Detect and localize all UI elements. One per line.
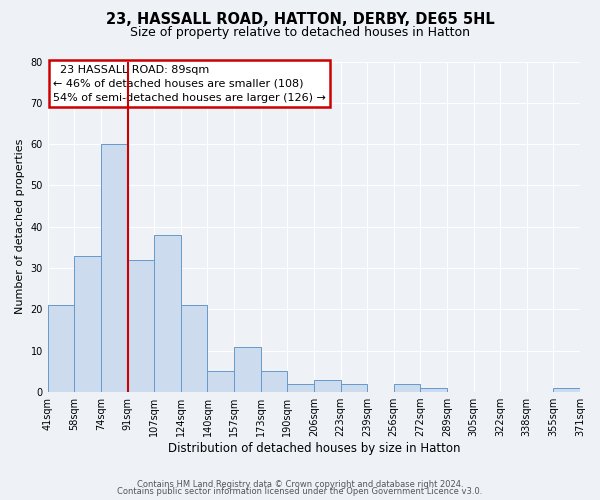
Bar <box>48 306 74 392</box>
Bar <box>74 256 101 392</box>
Bar <box>341 384 367 392</box>
Text: Contains HM Land Registry data © Crown copyright and database right 2024.: Contains HM Land Registry data © Crown c… <box>137 480 463 489</box>
Bar <box>287 384 314 392</box>
Bar <box>181 306 208 392</box>
Text: Size of property relative to detached houses in Hatton: Size of property relative to detached ho… <box>130 26 470 39</box>
Bar <box>154 235 181 392</box>
Bar <box>101 144 128 392</box>
Bar <box>314 380 341 392</box>
X-axis label: Distribution of detached houses by size in Hatton: Distribution of detached houses by size … <box>167 442 460 455</box>
Y-axis label: Number of detached properties: Number of detached properties <box>15 139 25 314</box>
Bar <box>260 372 287 392</box>
Text: 23 HASSALL ROAD: 89sqm  
← 46% of detached houses are smaller (108)
54% of semi-: 23 HASSALL ROAD: 89sqm ← 46% of detached… <box>53 65 326 103</box>
Text: Contains public sector information licensed under the Open Government Licence v3: Contains public sector information licen… <box>118 487 482 496</box>
Bar <box>208 372 234 392</box>
Bar <box>553 388 580 392</box>
Bar <box>234 346 260 392</box>
Bar <box>128 260 154 392</box>
Text: 23, HASSALL ROAD, HATTON, DERBY, DE65 5HL: 23, HASSALL ROAD, HATTON, DERBY, DE65 5H… <box>106 12 494 28</box>
Bar <box>394 384 421 392</box>
Bar <box>421 388 447 392</box>
